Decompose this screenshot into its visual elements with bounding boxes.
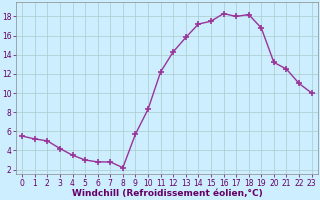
X-axis label: Windchill (Refroidissement éolien,°C): Windchill (Refroidissement éolien,°C)	[72, 189, 262, 198]
